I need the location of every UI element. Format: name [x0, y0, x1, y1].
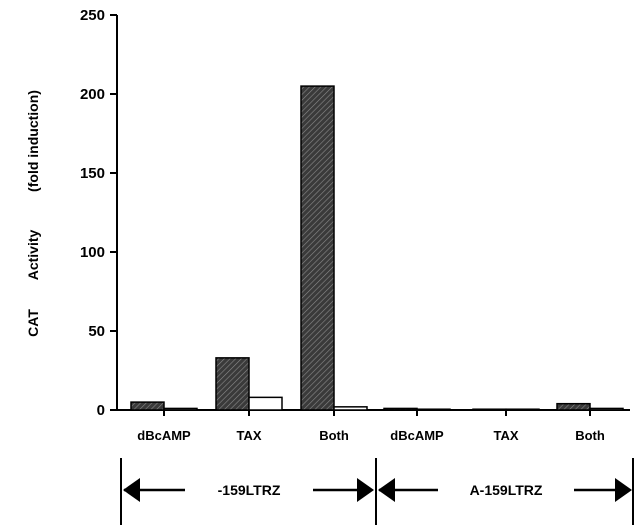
y-tick-label: 100: [80, 244, 105, 261]
x-category-label: TAX: [493, 428, 518, 443]
bar-hatched-1: [130, 401, 165, 411]
bar-white-1: [163, 407, 198, 411]
bar-white-4: [416, 408, 451, 411]
y-tick-label: 50: [88, 323, 105, 340]
group-2-arrow-right-head: [615, 478, 632, 502]
y-axis-label-part-1: CAT: [25, 309, 41, 337]
bar-hatched-6: [556, 402, 591, 411]
group-2-arrow-left-head: [378, 478, 395, 502]
y-tick-label: 200: [80, 86, 105, 103]
y-tick-label: 250: [80, 7, 105, 24]
group-1-arrow-left-head: [123, 478, 140, 502]
y-tick-label: 150: [80, 165, 105, 182]
x-category-label: dBcAMP: [137, 428, 191, 443]
group-1-arrow-right-head: [357, 478, 374, 502]
x-category-labels: dBcAMP TAX Both dBcAMP TAX Both: [137, 410, 605, 443]
group-1-label: -159LTRZ: [218, 482, 281, 498]
group-brackets: -159LTRZ A-159LTRZ: [120, 458, 634, 525]
y-tick-label: 0: [97, 402, 105, 419]
group-2-label: A-159LTRZ: [470, 482, 543, 498]
x-category-label: TAX: [236, 428, 261, 443]
bar-white-2: [248, 396, 283, 411]
group-2-arrow: [378, 478, 632, 502]
x-category-label: Both: [575, 428, 605, 443]
bars: [130, 85, 624, 411]
y-ticks: 0 50 100 150 200 250: [80, 7, 117, 419]
bar-white-3: [333, 406, 368, 411]
y-axis-label: CAT Activity (fold induction): [25, 90, 41, 337]
bar-hatched-5: [472, 408, 507, 411]
y-axis-label-part-2: Activity: [25, 230, 41, 281]
group-1-arrow: [123, 478, 374, 502]
x-category-label: Both: [319, 428, 349, 443]
y-axis-label-part-3: (fold induction): [25, 90, 41, 192]
bar-hatched-3: [300, 85, 335, 411]
bar-hatched-4: [383, 407, 418, 411]
bar-white-5: [505, 408, 540, 411]
bar-hatched-2: [215, 357, 250, 411]
x-category-label: dBcAMP: [390, 428, 444, 443]
bar-white-6: [589, 407, 624, 411]
